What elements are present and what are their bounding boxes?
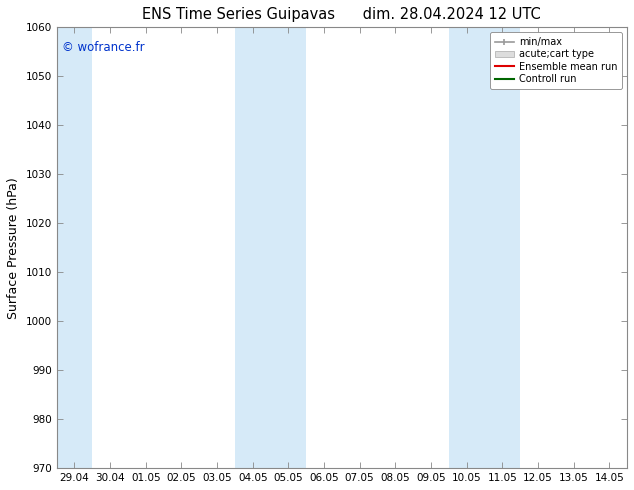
Bar — [449, 27, 520, 468]
Text: © wofrance.fr: © wofrance.fr — [62, 41, 145, 53]
Bar — [235, 27, 306, 468]
Title: ENS Time Series Guipavas      dim. 28.04.2024 12 UTC: ENS Time Series Guipavas dim. 28.04.2024… — [143, 7, 541, 22]
Y-axis label: Surface Pressure (hPa): Surface Pressure (hPa) — [7, 177, 20, 318]
Bar — [56, 27, 93, 468]
Legend: min/max, acute;cart type, Ensemble mean run, Controll run: min/max, acute;cart type, Ensemble mean … — [489, 32, 622, 89]
